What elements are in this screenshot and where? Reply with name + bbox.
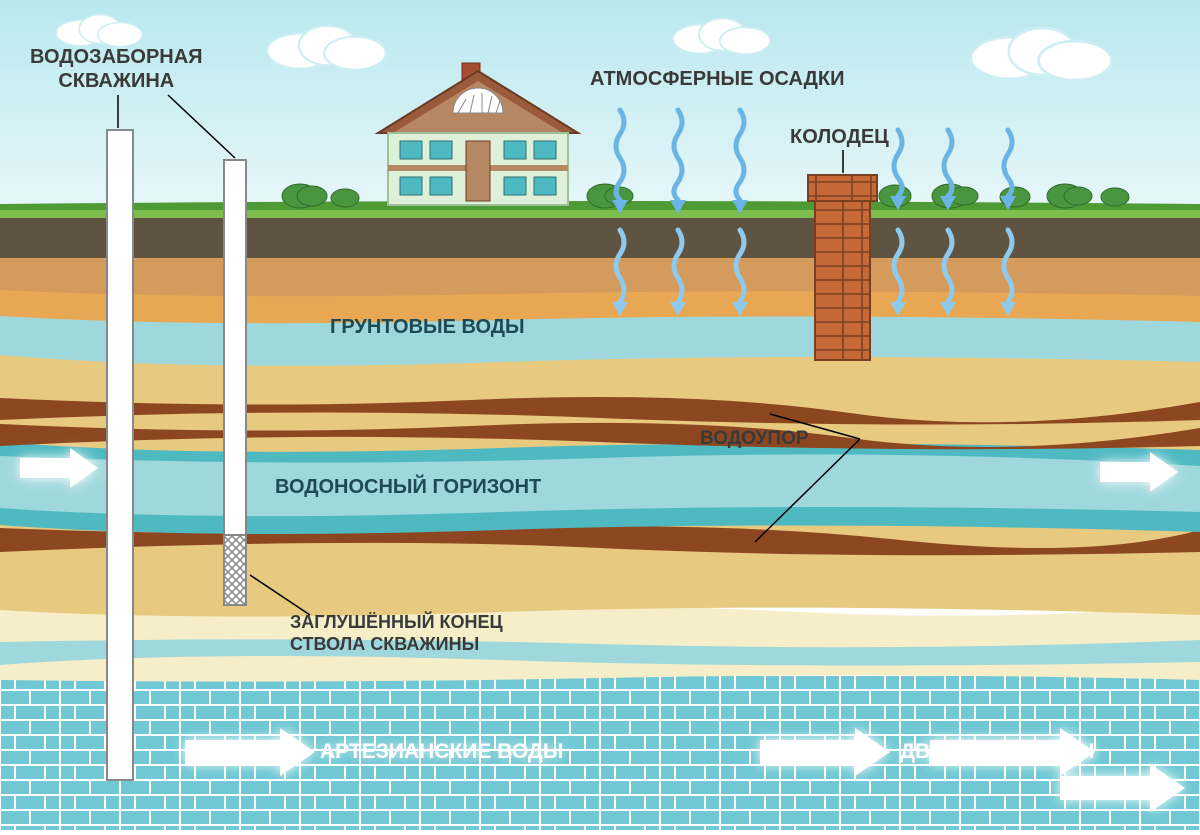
borehole-shallow [224, 160, 246, 605]
strata [0, 216, 1200, 830]
diagram-svg [0, 0, 1200, 830]
label-dug-well: КОЛОДЕЦ [790, 126, 889, 149]
label-aquiclude: ВОДОУПОР [700, 428, 809, 450]
dug-well [808, 175, 877, 360]
borehole-deep [107, 130, 133, 780]
label-water-movement: ДВИЖЕНИЕ ВОДЫ [900, 740, 1095, 764]
sky [0, 0, 1200, 215]
label-aquifer: ВОДОНОСНЫЙ ГОРИЗОНТ [275, 476, 541, 499]
label-borehole: ВОДОЗАБОРНАЯ СКВАЖИНА [30, 45, 203, 93]
label-precipitation: АТМОСФЕРНЫЕ ОСАДКИ [590, 68, 845, 91]
groundwater-diagram: ВОДОЗАБОРНАЯ СКВАЖИНА АТМОСФЕРНЫЕ ОСАДКИ… [0, 0, 1200, 830]
label-plugged-end: ЗАГЛУШЁННЫЙ КОНЕЦ СТВОЛА СКВАЖИНЫ [290, 612, 503, 655]
label-artesian: АРТЕЗИАНСКИЕ ВОДЫ [320, 740, 563, 764]
label-groundwater: ГРУНТОВЫЕ ВОДЫ [330, 316, 525, 339]
